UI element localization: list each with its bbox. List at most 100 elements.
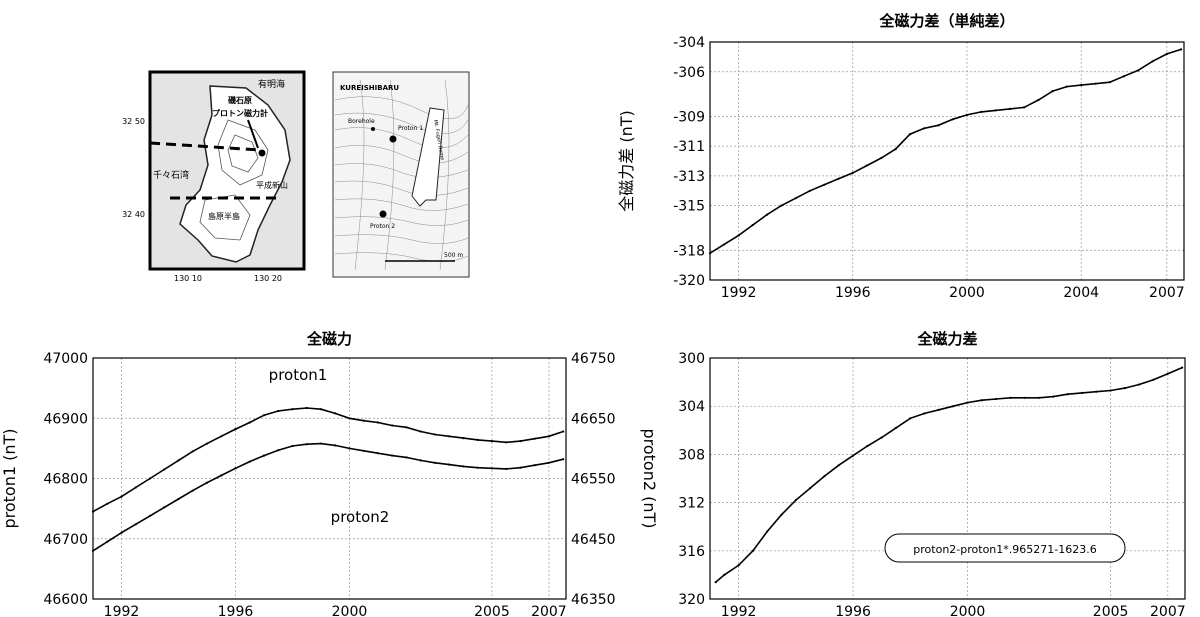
- data-point: [362, 419, 365, 422]
- data-point: [1065, 85, 1068, 88]
- y-tick-label: 316: [678, 544, 705, 560]
- x-tick-label: 1992: [721, 604, 757, 617]
- x-tick-label: 2000: [332, 604, 368, 617]
- plot-frame: [709, 357, 1186, 600]
- data-point: [120, 531, 123, 534]
- series-line-proton1: [92, 407, 564, 513]
- data-point: [751, 549, 754, 552]
- data-point: [1152, 378, 1155, 381]
- data-point: [966, 401, 969, 404]
- proton2-marker: [379, 210, 387, 218]
- data-point: [334, 444, 337, 447]
- chart-title: 全磁力: [306, 330, 352, 348]
- data-point: [248, 421, 251, 424]
- data-point: [234, 428, 237, 431]
- data-point: [106, 540, 109, 543]
- data-point: [291, 444, 294, 448]
- data-point: [348, 417, 351, 420]
- total-force-chart: 全磁力 1992 1996 2000 2005 2007 46600 46700 46800 46…: [0, 330, 659, 617]
- series-line-0: [715, 366, 1183, 583]
- data-point: [1066, 393, 1069, 396]
- data-point: [148, 477, 152, 480]
- data-point: [1123, 387, 1126, 390]
- data-point: [433, 461, 436, 464]
- series-annotation: proton2: [331, 508, 390, 526]
- data-point: [1023, 396, 1026, 399]
- y-tick-label: -304: [673, 35, 705, 51]
- data-point: [177, 497, 180, 501]
- y2-tick-label: 46550: [571, 472, 616, 488]
- data-point: [220, 474, 223, 477]
- data-point: [533, 437, 536, 440]
- data-point: [205, 481, 209, 484]
- data-point: [980, 399, 983, 402]
- data-point: [1037, 98, 1040, 102]
- data-point: [1080, 391, 1084, 394]
- y-tick-label: 47000: [43, 351, 88, 367]
- data-point: [1137, 69, 1140, 72]
- data-point: [937, 124, 940, 127]
- data-point: [547, 435, 551, 438]
- data-point: [937, 408, 940, 411]
- series-annotation: proton1: [269, 366, 328, 384]
- data-point: [780, 513, 783, 516]
- map-label: 磯石原: [228, 95, 252, 105]
- data-point: [277, 449, 280, 452]
- data-point: [348, 447, 351, 450]
- map-lat-label: 32 50: [122, 117, 145, 126]
- y-tick-label: -311: [673, 139, 705, 155]
- data-point: [319, 408, 323, 411]
- data-point: [362, 449, 365, 452]
- y2-tick-label: 46350: [571, 592, 616, 608]
- data-point: [490, 467, 493, 470]
- data-point: [291, 408, 294, 411]
- data-point: [120, 495, 123, 498]
- data-point: [714, 581, 717, 584]
- data-point: [980, 110, 983, 113]
- x-tick-label: 2007: [1150, 604, 1186, 617]
- data-point: [376, 452, 379, 455]
- data-point: [708, 252, 712, 255]
- y-tick-label: 320: [678, 592, 705, 608]
- chart-title: 全磁力差: [916, 330, 977, 348]
- data-point: [823, 475, 826, 478]
- data-point: [148, 514, 152, 517]
- data-point: [405, 426, 408, 429]
- data-point: [794, 499, 797, 502]
- y-tick-label: 312: [678, 496, 705, 512]
- data-point: [505, 441, 508, 444]
- data-point: [519, 466, 522, 469]
- data-point: [191, 489, 194, 492]
- map-label: 平成新山: [256, 180, 288, 190]
- data-point: [995, 397, 998, 401]
- data-point: [1080, 84, 1083, 87]
- data-point: [880, 156, 883, 160]
- data-point: [547, 461, 551, 464]
- data-point: [766, 530, 769, 533]
- y2-tick-label: 46450: [571, 532, 616, 548]
- data-point: [220, 435, 223, 438]
- data-point: [951, 118, 954, 121]
- data-point: [808, 189, 811, 192]
- data-point: [952, 405, 955, 408]
- data-point: [1166, 372, 1169, 375]
- data-point: [391, 454, 394, 457]
- location-maps: 有明海 磯石原 プロトン磁力計 千々石湾 平成新山 島原半島 32 50 32 …: [122, 70, 470, 283]
- data-point: [894, 148, 897, 151]
- data-point: [837, 177, 840, 180]
- x-tick-label: 1996: [835, 285, 871, 301]
- data-point: [1165, 52, 1168, 56]
- data-point: [519, 440, 522, 443]
- data-point: [823, 183, 826, 186]
- borehole-marker: [371, 127, 375, 131]
- formula-box: [884, 533, 1126, 563]
- data-point: [448, 435, 451, 438]
- data-point: [448, 463, 451, 466]
- data-point: [1009, 396, 1012, 399]
- y-tick-label: -309: [673, 109, 705, 125]
- y-tick-label: -306: [673, 65, 705, 81]
- chart-title: 全磁力差（単純差）: [878, 12, 1014, 30]
- data-point: [305, 406, 308, 410]
- data-point: [134, 486, 137, 489]
- data-point: [809, 487, 812, 490]
